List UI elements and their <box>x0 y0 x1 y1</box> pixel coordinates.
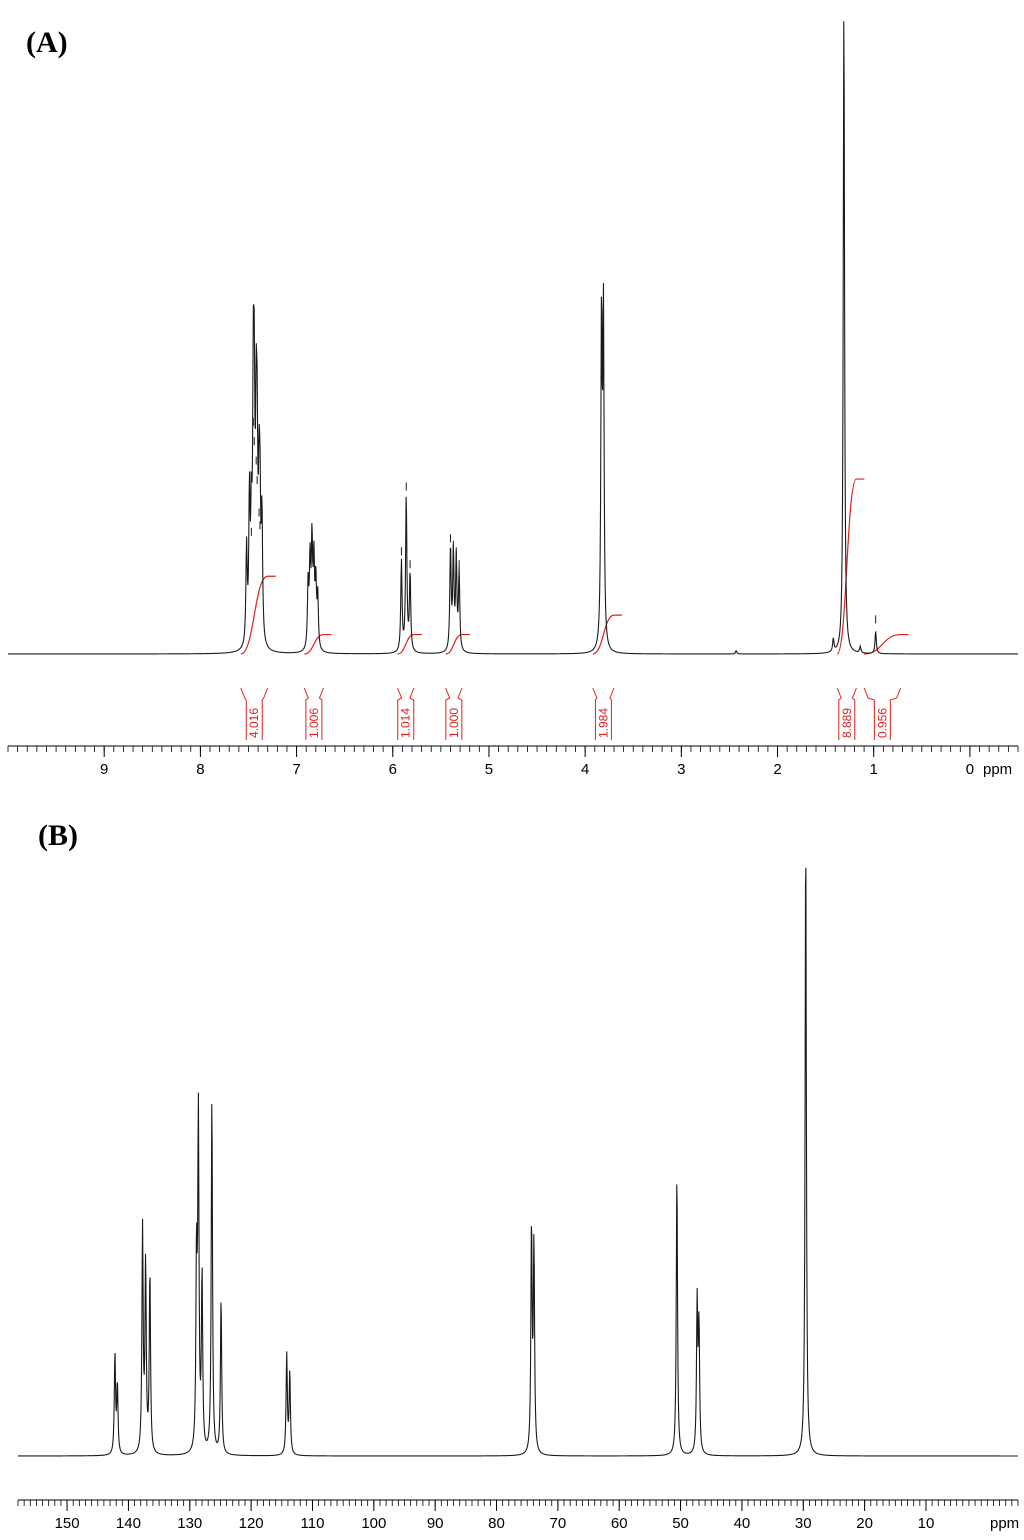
x-tick-label: 20 <box>856 1515 873 1532</box>
x-tick-label: 40 <box>734 1515 751 1532</box>
x-tick-label: 1 <box>870 761 878 778</box>
x-tick-label: 0 <box>966 761 974 778</box>
integral-value-label: 1.984 <box>596 708 610 738</box>
x-tick-label: 150 <box>55 1515 80 1532</box>
x-axis-unit-label: ppm <box>983 761 1012 778</box>
x-tick-label: 120 <box>239 1515 264 1532</box>
integral-bracket <box>303 687 324 740</box>
integral-value-label: 0.956 <box>875 708 889 738</box>
panel-b-x-axis: 150 140 130 120 110 100 90 80 70 60 50 40 30 20 10 ppm <box>17 1499 1019 1532</box>
integral-bracket <box>240 687 269 740</box>
x-tick-label: 5 <box>485 761 493 778</box>
x-tick-label: 60 <box>611 1515 628 1532</box>
x-tick-label: 90 <box>427 1515 444 1532</box>
x-tick-label: 100 <box>361 1515 386 1532</box>
x-tick-label: 6 <box>389 761 397 778</box>
integral-bracket <box>397 687 415 740</box>
x-axis-unit-label: ppm <box>990 1515 1019 1532</box>
panel-a-integrals: 4.016 1.006 1.014 1.000 1.984 8.889 0.956 <box>240 478 909 740</box>
panel-a-peak-marks <box>246 307 877 624</box>
integral-value-label: 1.006 <box>307 708 321 738</box>
integral-curve <box>397 633 422 655</box>
integral-curve <box>836 478 865 655</box>
x-tick-label: 3 <box>677 761 685 778</box>
x-tick-label: 80 <box>488 1515 505 1532</box>
integral-bracket <box>592 687 615 740</box>
x-tick-label: 9 <box>100 761 108 778</box>
integral-value-label: 1.014 <box>399 708 413 738</box>
integral-value-label: 1.000 <box>447 708 461 738</box>
integral-value-label: 4.016 <box>247 708 261 738</box>
x-tick-label: 110 <box>301 1515 325 1532</box>
integral-curve <box>240 575 276 655</box>
x-tick-label: 7 <box>292 761 300 778</box>
panel-a-label: (A) <box>26 26 68 59</box>
x-tick-label: 30 <box>795 1515 812 1532</box>
x-tick-label: 130 <box>177 1515 202 1532</box>
integral-bracket <box>863 687 902 740</box>
integral-value-label: 8.889 <box>840 708 854 738</box>
x-tick-label: 10 <box>918 1515 935 1532</box>
integral-curve <box>304 633 332 655</box>
panel-a-x-axis: 9 8 7 6 5 4 3 2 1 0 ppm <box>7 745 1019 778</box>
x-tick-label: 50 <box>672 1515 689 1532</box>
integral-bracket <box>836 687 857 740</box>
integral-curve <box>592 614 622 655</box>
panel-b-spectrum-trace <box>18 867 1018 1457</box>
x-tick-label: 4 <box>581 761 589 778</box>
integral-bracket <box>445 687 463 740</box>
x-tick-label: 8 <box>196 761 204 778</box>
x-tick-label: 140 <box>116 1515 141 1532</box>
integral-curve <box>864 633 909 655</box>
integral-curve <box>445 633 471 655</box>
x-tick-label: 2 <box>773 761 781 778</box>
x-tick-label: 70 <box>550 1515 567 1532</box>
panel-b-label: (B) <box>38 819 78 852</box>
panel-a-h-nmr-spectrum: (A) 4.016 1.006 1.014 1.000 1.984 8.889 0.956 … <box>7 21 1019 778</box>
panel-b-c-nmr-spectrum: (B) 150 140 130 120 110 100 90 80 70 60 50 40 30 20 10… <box>17 819 1019 1532</box>
panel-a-spectrum-trace <box>8 21 1018 655</box>
